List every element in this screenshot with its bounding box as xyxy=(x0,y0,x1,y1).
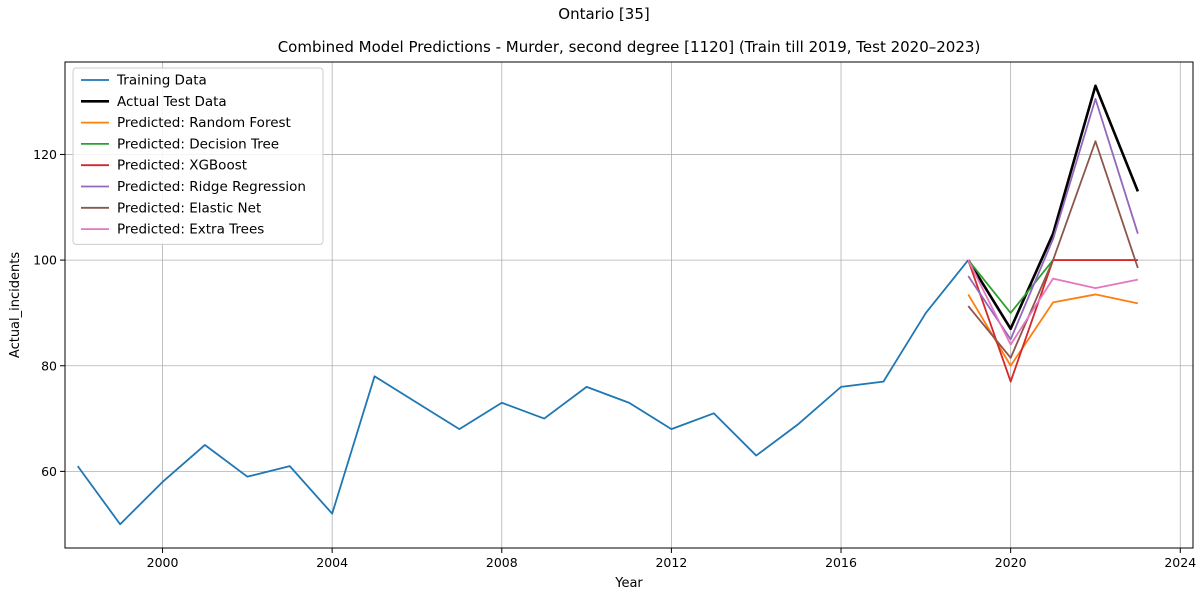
x-tick-label: 2008 xyxy=(486,555,518,570)
chart-suptitle: Ontario [35] xyxy=(558,5,649,23)
y-tick-label: 120 xyxy=(33,147,57,162)
legend-entry: Predicted: Random Forest xyxy=(117,115,291,131)
legend-entry: Predicted: Extra Trees xyxy=(117,222,264,238)
legend-entry: Predicted: Elastic Net xyxy=(117,200,261,216)
x-axis-label: Year xyxy=(614,576,643,591)
legend: Training Data Actual Test Data Predicted: … xyxy=(72,67,324,245)
y-tick-label: 60 xyxy=(41,464,57,479)
x-tick-label: 2020 xyxy=(995,555,1027,570)
legend-entry: Predicted: XGBoost xyxy=(117,158,247,174)
x-tick-label: 2024 xyxy=(1164,555,1196,570)
series-line-0 xyxy=(76,259,969,526)
x-tick-label: 2000 xyxy=(147,555,179,570)
legend-entry: Predicted: Decision Tree xyxy=(117,136,279,152)
y-tick-label: 100 xyxy=(33,253,57,268)
chart-title: Combined Model Predictions - Murder, sec… xyxy=(278,38,981,56)
series-line-7 xyxy=(967,259,1139,346)
series-line-2 xyxy=(967,293,1139,367)
legend-box xyxy=(72,67,324,245)
series-group xyxy=(76,84,1140,526)
y-axis-label: Actual_incidents xyxy=(8,252,23,358)
x-tick-label: 2012 xyxy=(655,555,687,570)
series-line-6 xyxy=(967,140,1139,359)
legend-entry: Training Data xyxy=(116,73,207,89)
legend-entry: Actual Test Data xyxy=(117,94,227,110)
legend-entry: Predicted: Ridge Regression xyxy=(117,179,306,195)
x-tick-label: 2004 xyxy=(316,555,348,570)
series-line-1 xyxy=(967,84,1140,331)
y-tick-label: 80 xyxy=(41,358,57,373)
x-tick-label: 2016 xyxy=(825,555,857,570)
plot-area-frame xyxy=(64,61,1194,549)
axis-ticks: 2000 2004 2008 2012 2016 2020 2024 60 80 100 120 xyxy=(33,147,1196,570)
series-line-3 xyxy=(967,259,1138,314)
